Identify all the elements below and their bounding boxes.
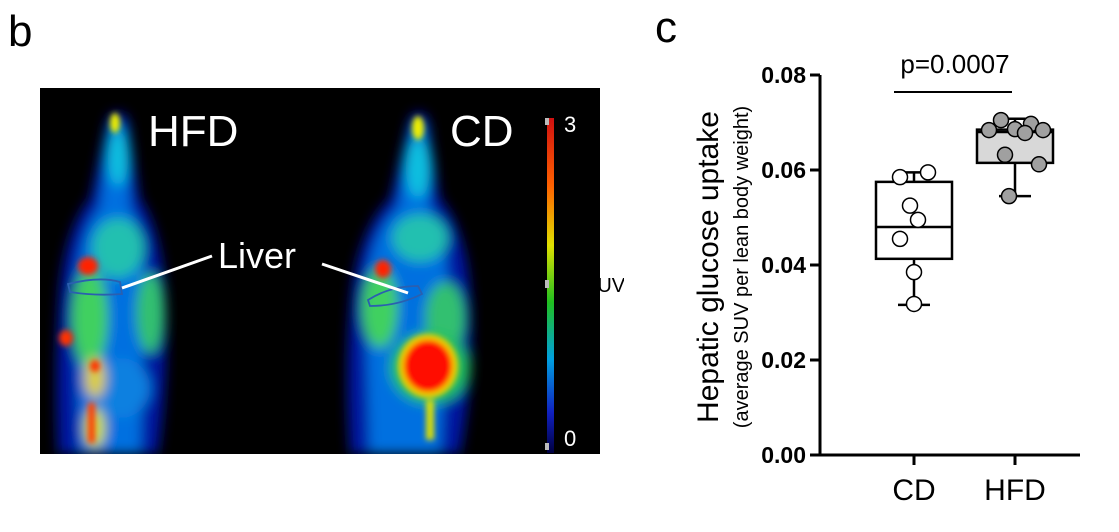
panel-label-b: b	[8, 7, 33, 56]
colorbar-min: 0	[564, 426, 576, 451]
data-point	[905, 263, 923, 281]
y-tick-label: 0.02	[761, 347, 806, 373]
colorbar-unit: SUV	[584, 275, 624, 297]
data-point	[891, 230, 909, 248]
y-tick-label: 0.04	[761, 252, 806, 278]
y-tick-label: 0.06	[761, 157, 806, 183]
colorbar-unit-wrapper: SUV	[584, 275, 624, 297]
data-point	[909, 211, 927, 229]
box-plot-chart: 0.00 0.02 0.04 0.06 0.08 CD HFD Hepatic glucos…	[692, 49, 1080, 507]
label-hfd: HFD	[148, 107, 238, 156]
panel-label-c: c	[655, 3, 677, 52]
liver-pointer-left	[121, 254, 213, 290]
liver-pointer-right	[321, 262, 409, 295]
data-point	[891, 168, 909, 186]
data-point	[1016, 124, 1034, 142]
x-tick-label: HFD	[984, 474, 1046, 507]
mouse-hfd	[56, 112, 167, 454]
pet-scan-image: HFD CD Liver 3 0	[40, 88, 600, 454]
data-point	[901, 197, 919, 214]
y-axis-sublabel: (average SUV per lean body weight)	[731, 106, 753, 428]
mouse-cd	[347, 112, 472, 454]
box-cd	[874, 171, 954, 307]
y-tick-label: 0.08	[761, 62, 806, 88]
data-point	[1030, 156, 1048, 173]
colorbar-max: 3	[564, 112, 576, 137]
label-cd: CD	[450, 107, 514, 156]
x-tick-label: CD	[892, 474, 935, 507]
data-point	[919, 164, 937, 181]
data-point	[1000, 187, 1018, 205]
data-point	[992, 111, 1010, 129]
data-point	[1034, 121, 1052, 139]
data-point	[905, 295, 923, 313]
suv-colorbar: 3 0	[545, 112, 576, 453]
p-value-annotation: p=0.0007	[900, 49, 1009, 79]
y-axis-label: Hepatic glucose uptake	[692, 111, 725, 423]
label-liver: Liver	[218, 235, 296, 276]
data-point	[996, 146, 1014, 164]
data-point	[980, 121, 998, 139]
y-tick-label: 0.00	[761, 442, 806, 468]
